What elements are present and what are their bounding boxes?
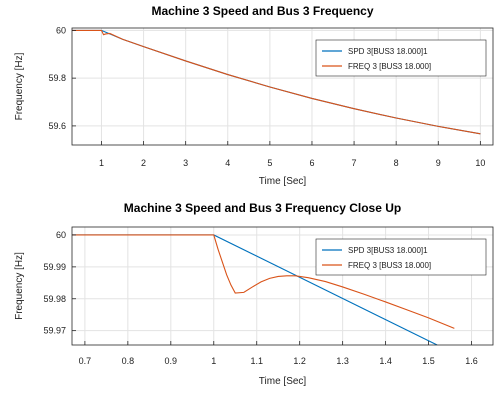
x-tick-label: 3: [183, 158, 188, 168]
x-tick-label: 1.2: [293, 356, 306, 366]
x-axis-label: Time [Sec]: [259, 176, 307, 187]
legend: SPD 3[BUS3 18.000]1 FREQ 3 [BUS3 18.000]: [315, 238, 487, 276]
y-axis-label: Frequency [Hz]: [14, 252, 25, 320]
y-tick-label: 59.6: [48, 121, 66, 131]
x-tick-label: 0.8: [122, 356, 135, 366]
y-tick-label: 60: [56, 25, 66, 35]
chart-2: 0.7 0.8 0.9 1 1.1 1.2 1.3 1.4 1.5 1.6 59.97 59.98 59…: [14, 201, 494, 387]
chart-1: 1 2 3 4 5 6 7 8 9 10 59.6 59.8 60 Machine 3 Speed and…: [14, 4, 494, 187]
x-tick-label: 1.5: [422, 356, 435, 366]
x-tick-label: 1.4: [379, 356, 392, 366]
x-tick-label: 1.1: [250, 356, 263, 366]
y-tick-label: 59.8: [48, 73, 66, 83]
x-tick-label: 2: [141, 158, 146, 168]
x-tick-label: 6: [309, 158, 314, 168]
x-tick-label: 1.6: [465, 356, 478, 366]
x-tick-label: 1: [211, 356, 216, 366]
chart-title: Machine 3 Speed and Bus 3 Frequency: [151, 4, 373, 18]
x-tick-label: 9: [436, 158, 441, 168]
x-axis-label: Time [Sec]: [259, 376, 307, 387]
chart-title: Machine 3 Speed and Bus 3 Frequency Clos…: [124, 201, 401, 215]
x-tick-label: 1.3: [336, 356, 349, 366]
series-line-2: [72, 29, 481, 135]
y-axis-label: Frequency [Hz]: [14, 52, 25, 120]
legend-label-2: FREQ 3 [BUS3 18.000]: [348, 261, 431, 270]
x-tick-label: 4: [225, 158, 230, 168]
x-tick-label: 7: [352, 158, 357, 168]
series-line-2: [72, 234, 455, 329]
axes-box: [71, 27, 494, 146]
legend-label-1: SPD 3[BUS3 18.000]1: [348, 246, 428, 255]
legend-box: [315, 39, 487, 77]
legend-label-2: FREQ 3 [BUS3 18.000]: [348, 62, 431, 71]
x-tick-label: 1: [99, 158, 104, 168]
x-tick-label: 0.9: [165, 356, 178, 366]
legend: SPD 3[BUS3 18.000]1 FREQ 3 [BUS3 18.000]: [315, 39, 487, 77]
x-tick-label: 0.7: [79, 356, 92, 366]
x-tick-label: 8: [394, 158, 399, 168]
x-tick-label: 5: [267, 158, 272, 168]
x-tick-label: 10: [475, 158, 485, 168]
legend-label-1: SPD 3[BUS3 18.000]1: [348, 47, 428, 56]
y-tick-label: 59.99: [43, 262, 66, 272]
legend-box: [315, 238, 487, 276]
y-tick-label: 59.98: [43, 294, 66, 304]
axes-box: [71, 226, 494, 346]
y-tick-label: 60: [56, 230, 66, 240]
y-tick-label: 59.97: [43, 326, 66, 336]
